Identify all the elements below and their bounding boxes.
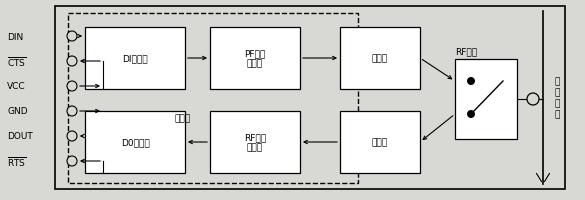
Text: PF发送
缓冲器: PF发送 缓冲器 xyxy=(245,49,266,68)
Circle shape xyxy=(467,110,475,118)
Text: 处理器: 处理器 xyxy=(175,114,191,123)
Bar xyxy=(455,60,517,139)
Bar xyxy=(210,111,300,173)
Text: $\overline{\rm RTS}$: $\overline{\rm RTS}$ xyxy=(7,154,26,168)
Text: D0缓冲器: D0缓冲器 xyxy=(121,138,149,147)
Text: RF开关: RF开关 xyxy=(455,47,477,56)
Text: 发送器: 发送器 xyxy=(372,54,388,63)
Circle shape xyxy=(67,131,77,141)
Text: DIN: DIN xyxy=(7,32,23,41)
Circle shape xyxy=(467,78,475,86)
Bar xyxy=(85,28,185,90)
Text: 天
线
端
口: 天 线 端 口 xyxy=(555,77,560,119)
Text: DOUT: DOUT xyxy=(7,132,33,141)
Text: RF接收
缓冲器: RF接收 缓冲器 xyxy=(244,133,266,152)
Bar xyxy=(340,28,420,90)
Bar xyxy=(340,111,420,173)
Circle shape xyxy=(527,94,539,105)
Bar xyxy=(55,7,565,189)
Circle shape xyxy=(67,106,77,116)
Circle shape xyxy=(67,57,77,67)
Text: 接收器: 接收器 xyxy=(372,138,388,147)
Text: GND: GND xyxy=(7,107,27,116)
Text: VCC: VCC xyxy=(7,82,26,91)
Bar xyxy=(68,14,358,183)
Bar xyxy=(210,28,300,90)
Text: DI缓冲器: DI缓冲器 xyxy=(122,54,148,63)
Circle shape xyxy=(67,32,77,42)
Circle shape xyxy=(67,156,77,166)
Bar xyxy=(85,111,185,173)
Text: $\overline{\rm CTS}$: $\overline{\rm CTS}$ xyxy=(7,55,26,69)
Circle shape xyxy=(67,82,77,92)
